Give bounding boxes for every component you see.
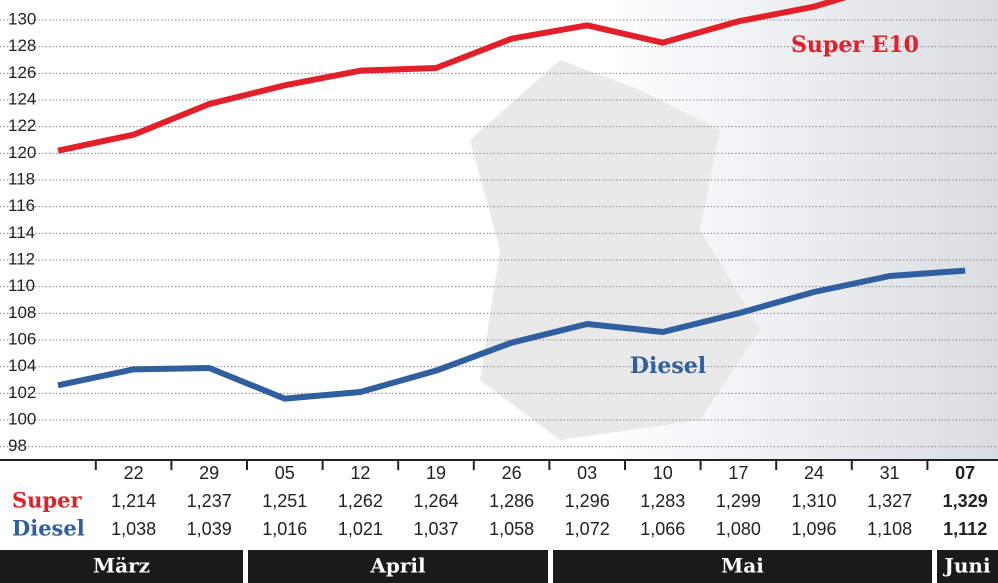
table-value: 1,058 <box>489 519 534 539</box>
y-tick-label: 98 <box>8 436 27 455</box>
table-value: 1,021 <box>338 519 383 539</box>
month-label: Mai <box>721 554 764 578</box>
row-label: Super <box>12 488 82 513</box>
month-label: März <box>93 554 150 578</box>
table-value: 1,096 <box>791 519 836 539</box>
x-tick-label: 12 <box>350 463 370 483</box>
month-label: April <box>369 554 426 578</box>
table-value: 1,112 <box>943 519 987 539</box>
x-tick-label: 05 <box>275 463 295 483</box>
y-tick-label: 128 <box>8 36 36 55</box>
y-tick-label: 102 <box>8 383 36 402</box>
row-label: Diesel <box>12 516 85 541</box>
y-tick-label: 110 <box>8 276 35 295</box>
month-label: Juni <box>942 554 991 578</box>
x-tick-label: 24 <box>804 463 824 483</box>
chart: 98 100 102 104 106 108 110 112 114 116 118 120 122 12… <box>0 0 998 583</box>
x-tick-label: 31 <box>880 463 900 483</box>
table-value: 1,080 <box>716 519 761 539</box>
y-tick-label: 120 <box>8 143 36 162</box>
table-value: 1,283 <box>640 491 685 511</box>
x-tick-label: 07 <box>955 463 975 483</box>
y-tick-label: 130 <box>8 9 36 28</box>
table-value: 1,296 <box>565 491 610 511</box>
table-value: 1,299 <box>716 491 761 511</box>
series-label: Diesel <box>630 353 706 379</box>
table-value: 1,016 <box>262 519 307 539</box>
table-value: 1,039 <box>187 519 232 539</box>
x-tick-label: 03 <box>577 463 597 483</box>
table-value: 1,108 <box>867 519 912 539</box>
table-value: 1,237 <box>187 491 232 511</box>
x-tick-label: 26 <box>502 463 522 483</box>
y-tick-label: 100 <box>8 409 36 428</box>
table-value: 1,214 <box>111 491 156 511</box>
table-value: 1,038 <box>111 519 156 539</box>
y-tick-label: 116 <box>8 196 35 215</box>
table-value: 1,262 <box>338 491 383 511</box>
x-tick-label: 19 <box>426 463 446 483</box>
table-value: 1,251 <box>262 491 307 511</box>
table-value: 1,329 <box>943 491 988 511</box>
table-value: 1,327 <box>867 491 912 511</box>
y-tick-label: 108 <box>8 303 36 322</box>
series-label: Super E10 <box>791 32 919 58</box>
y-tick-label: 106 <box>8 329 36 348</box>
y-tick-label: 112 <box>8 249 35 268</box>
y-tick-label: 118 <box>8 169 35 188</box>
x-tick-label: 17 <box>728 463 748 483</box>
x-tick-label: 22 <box>124 463 144 483</box>
table-value: 1,310 <box>791 491 836 511</box>
y-tick-label: 124 <box>8 89 36 108</box>
table-value: 1,037 <box>413 519 458 539</box>
y-tick-label: 126 <box>8 63 36 82</box>
y-tick-label: 122 <box>8 116 36 135</box>
table-value: 1,066 <box>640 519 685 539</box>
table-value: 1,072 <box>565 519 610 539</box>
x-tick-label: 29 <box>199 463 219 483</box>
y-tick-label: 104 <box>8 356 36 375</box>
x-tick-label: 10 <box>653 463 673 483</box>
table-value: 1,286 <box>489 491 534 511</box>
table-value: 1,264 <box>413 491 458 511</box>
y-tick-label: 114 <box>8 223 35 242</box>
